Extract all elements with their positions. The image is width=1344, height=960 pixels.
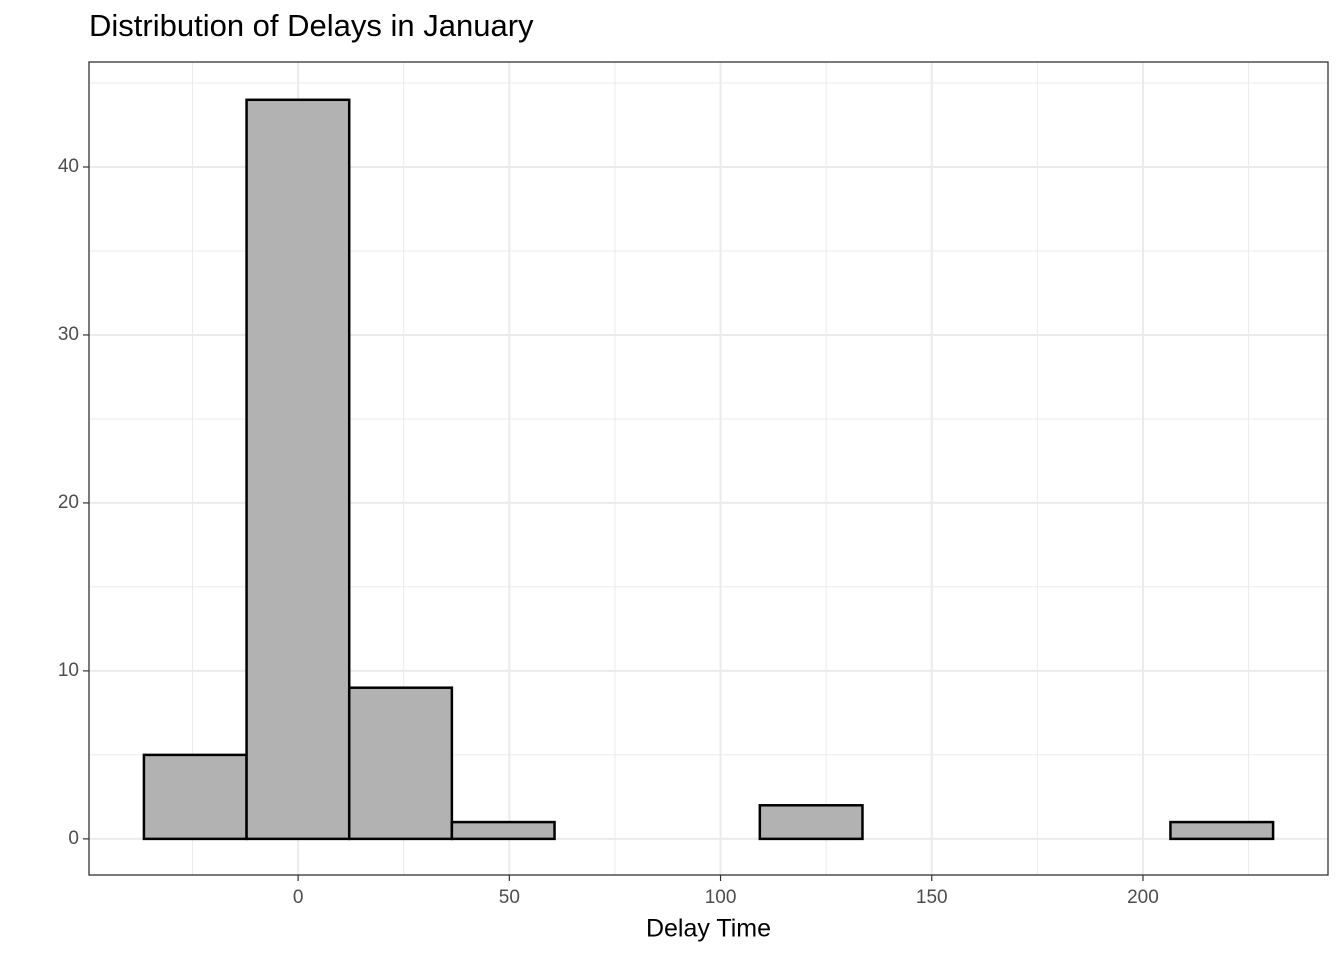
y-tick-label: 30 <box>58 324 79 345</box>
x-tick-label: 100 <box>705 887 737 908</box>
bar <box>450 820 556 841</box>
chart-title: Distribution of Delays in January <box>89 8 534 43</box>
bar <box>245 98 351 841</box>
x-tick-label: 150 <box>916 887 948 908</box>
x-tick-label: 200 <box>1127 887 1159 908</box>
y-tick-label: 0 <box>68 828 79 849</box>
x-tick-label: 50 <box>499 887 520 908</box>
bar <box>142 753 248 841</box>
bar <box>347 686 454 841</box>
x-tick-label: 0 <box>293 887 304 908</box>
y-tick-label: 20 <box>58 492 79 513</box>
y-tick-label: 10 <box>58 660 79 681</box>
x-axis-title: Delay Time <box>646 915 771 943</box>
panel-border <box>88 61 1329 876</box>
bar <box>758 804 864 841</box>
bar <box>1169 820 1275 841</box>
y-tick-label: 40 <box>58 156 79 177</box>
